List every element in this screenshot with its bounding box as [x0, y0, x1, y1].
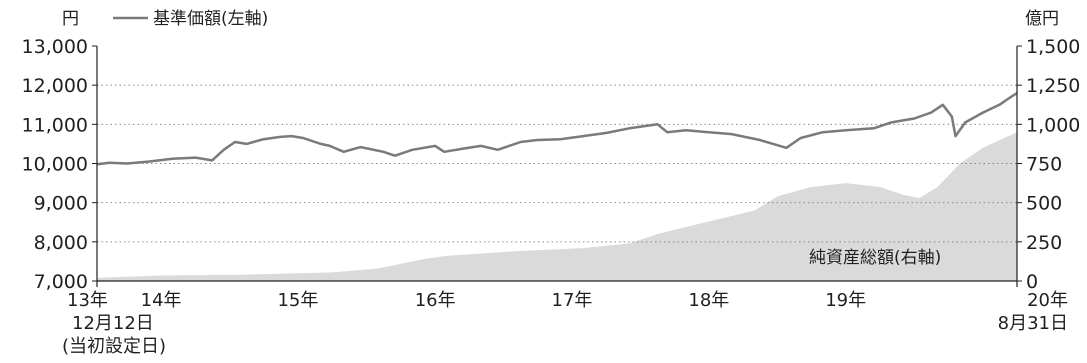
x-tick-label: 20年: [1027, 290, 1068, 311]
x-tick-label: 13年: [67, 290, 108, 311]
left-tick-label: 9,000: [34, 193, 88, 215]
left-tick-label: 7,000: [34, 271, 88, 293]
right-tick-label: 1,250: [1026, 75, 1080, 97]
x-tick-label: 16年: [415, 290, 456, 311]
x-tick-sublabel: (当初設定日): [62, 336, 166, 357]
left-tick-label: 13,000: [22, 36, 88, 58]
x-tick-label: 17年: [552, 290, 593, 311]
right-tick-label: 1,500: [1026, 36, 1080, 58]
left-tick-label: 8,000: [34, 232, 88, 254]
left-tick-label: 11,000: [22, 114, 88, 136]
area-layer: [97, 132, 1017, 281]
net-assets-area: [97, 132, 1017, 281]
left-tick-label: 12,000: [22, 75, 88, 97]
net-assets-label: 純資産総額(右軸): [809, 248, 941, 268]
right-tick-label: 0: [1026, 271, 1038, 293]
label-layer: 13,00012,00011,00010,0009,0008,0007,0001…: [22, 9, 1081, 357]
left-tick-label: 10,000: [22, 154, 88, 176]
x-tick-label: 18年: [688, 290, 729, 311]
x-tick-sublabel: 12月12日: [72, 313, 154, 334]
right-tick-label: 1,000: [1026, 114, 1080, 136]
line-layer: [96, 91, 1018, 166]
x-tick-label: 19年: [825, 290, 866, 311]
right-tick-label: 500: [1026, 193, 1062, 215]
left-axis-unit: 円: [62, 9, 79, 29]
x-tick-label: 14年: [141, 290, 182, 311]
axis-layer: [92, 45, 1022, 287]
grid-layer: [97, 84, 1017, 243]
right-axis-unit: 億円: [1025, 9, 1059, 29]
nav-line: [96, 91, 1018, 166]
x-tick-label: 15年: [277, 290, 318, 311]
right-tick-label: 750: [1026, 154, 1062, 176]
x-tick-sublabel: 8月31日: [998, 313, 1068, 334]
legend-nav-label: 基準価額(左軸): [153, 9, 268, 29]
right-tick-label: 250: [1026, 232, 1062, 254]
